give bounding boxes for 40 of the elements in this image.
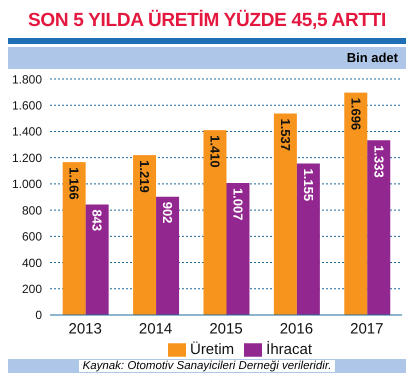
x-tick-label: 2017	[350, 320, 384, 338]
data-label: 902	[160, 202, 176, 224]
y-axis-title: Bin adet	[8, 47, 406, 69]
x-tick-label: 2014	[138, 320, 172, 338]
x-tick-label: 2013	[68, 320, 102, 338]
y-tick-label: 400	[22, 256, 42, 270]
data-label: 1.155	[300, 168, 316, 202]
x-tick-label: 2016	[280, 320, 314, 338]
x-tick-label: 2015	[209, 320, 243, 338]
legend-label: Üretim	[190, 340, 234, 358]
y-tick-label: 1.800	[12, 72, 42, 86]
bar	[226, 182, 250, 315]
y-tick-label: 800	[22, 203, 42, 218]
data-label: 1.219	[137, 160, 152, 193]
bar	[344, 92, 368, 315]
data-label: 1.333	[371, 145, 386, 178]
bar	[274, 113, 297, 315]
data-label: 1.007	[230, 188, 246, 221]
data-label: 1.410	[207, 135, 222, 168]
bar	[86, 204, 109, 315]
y-tick-label: 1.000	[12, 177, 42, 192]
data-label: 1.537	[278, 118, 293, 152]
y-tick-label: 200	[22, 282, 42, 296]
y-tick-label: 1.600	[12, 98, 42, 112]
bar	[367, 140, 390, 315]
bar	[62, 162, 86, 315]
bar	[203, 130, 226, 315]
bar	[296, 164, 320, 315]
y-tick-label: 1.400	[12, 124, 42, 139]
y-tick-label: 0	[35, 308, 42, 322]
legend-label: İhracat	[266, 340, 312, 358]
y-tick-label: 1.200	[12, 150, 42, 165]
data-label: 1.166	[66, 167, 82, 200]
data-label: 1.696	[348, 98, 364, 130]
bar	[156, 196, 180, 315]
text: Kaynak: Otomotiv Sanayicileri Derneği verileridir.	[78, 360, 336, 372]
y-tick-label: 600	[22, 230, 42, 244]
chart-title: SON 5 YILDA ÜRETİM YÜZDE 45,5 ARTTI	[27, 8, 387, 33]
data-label: 843	[90, 209, 105, 232]
bar	[133, 155, 156, 315]
